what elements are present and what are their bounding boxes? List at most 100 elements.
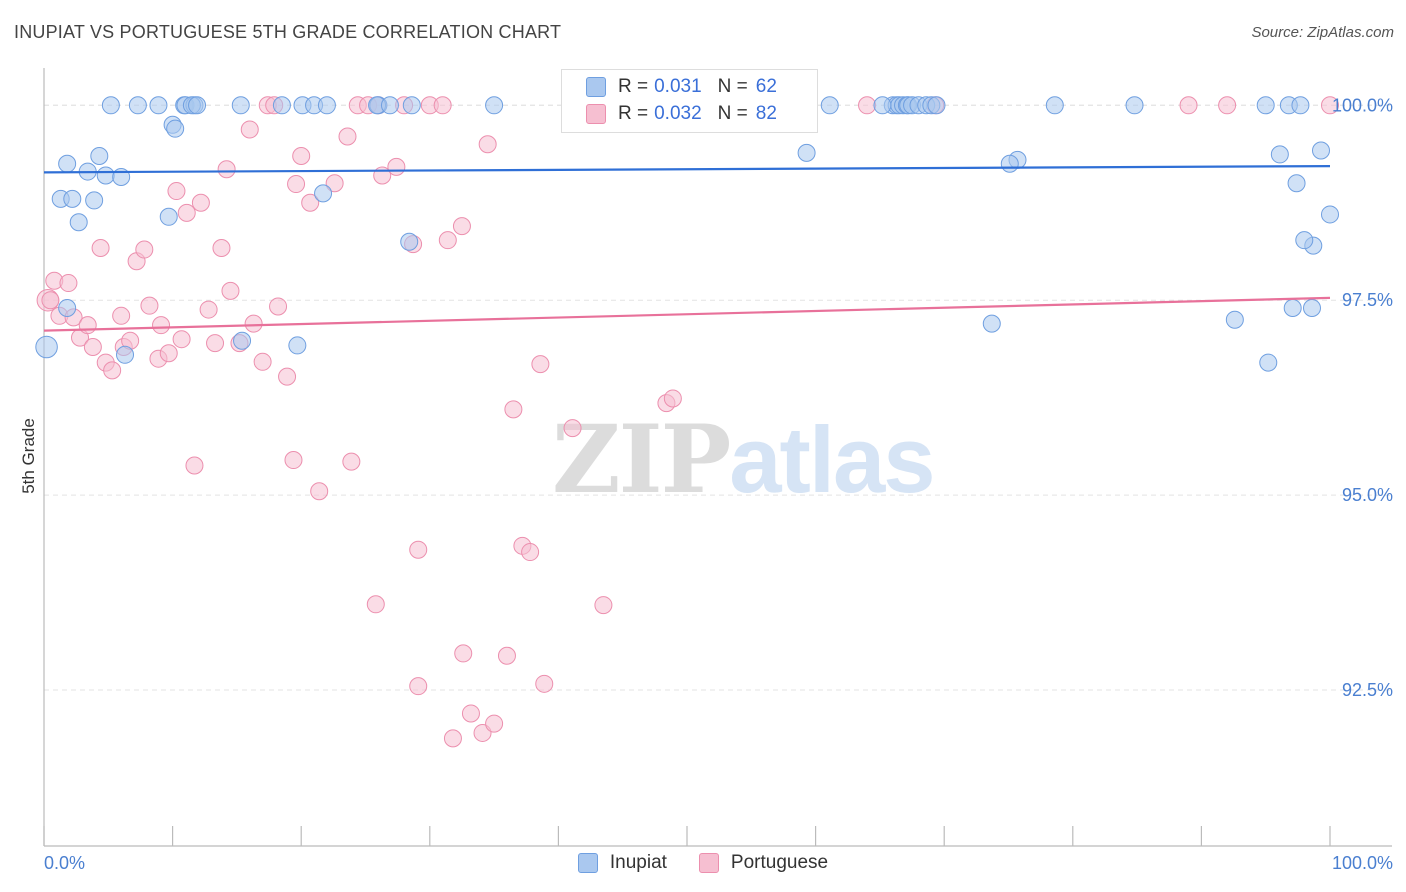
portuguese-point	[287, 175, 306, 194]
inupiat-point	[116, 345, 135, 364]
inupiat-point	[1256, 96, 1275, 115]
portuguese-point	[478, 135, 497, 154]
legend-item-portuguese: Portuguese	[698, 852, 828, 874]
portuguese-point	[103, 361, 122, 380]
portuguese-point	[301, 193, 320, 212]
inupiat-point	[231, 96, 250, 115]
legend-n-label: N =	[717, 103, 748, 124]
portuguese-point	[284, 451, 303, 470]
inupiat-point	[314, 184, 333, 203]
portuguese-point	[485, 714, 504, 733]
portuguese-trend-line	[43, 296, 1331, 332]
legend-label-inupiat: Inupiat	[609, 852, 667, 873]
portuguese-point	[1321, 96, 1339, 115]
inupiat-point	[166, 119, 185, 138]
inupiat-point	[58, 299, 77, 318]
portuguese-point	[59, 274, 78, 293]
portuguese-point	[594, 596, 613, 615]
inupiat-point	[128, 96, 147, 115]
portuguese-point	[497, 646, 516, 665]
portuguese-point	[1179, 96, 1198, 115]
inupiat-point	[69, 213, 88, 232]
portuguese-point	[521, 543, 540, 562]
portuguese-point	[443, 729, 462, 748]
inupiat-trend-line	[43, 165, 1331, 174]
portuguese-point	[83, 337, 102, 356]
inupiat-point	[1259, 353, 1278, 372]
portuguese-point	[310, 482, 329, 501]
inupiat-legend-swatch	[577, 853, 598, 873]
portuguese-point	[172, 330, 191, 349]
y-tick-label: 92.5%	[1342, 680, 1393, 700]
inupiat-point	[485, 96, 504, 115]
legend-row-portuguese: R = 0.032 N = 82	[586, 101, 777, 127]
portuguese-point	[452, 217, 471, 236]
portuguese-point	[112, 306, 131, 325]
inupiat-point	[85, 191, 104, 210]
portuguese-point	[152, 316, 171, 335]
legend-r-value: 0.031	[654, 76, 702, 97]
inupiat-point	[1291, 96, 1310, 115]
portuguese-point	[325, 174, 344, 193]
inupiat-point	[35, 335, 58, 359]
portuguese-point	[292, 146, 311, 165]
portuguese-point	[461, 704, 480, 723]
legend-r-label: R =	[618, 103, 649, 124]
portuguese-point	[387, 157, 406, 176]
inupiat-point	[272, 96, 291, 115]
axes	[43, 68, 1392, 847]
portuguese-point	[159, 344, 178, 363]
portuguese-point	[177, 203, 196, 222]
portuguese-point	[504, 400, 523, 419]
inupiat-point	[1283, 299, 1302, 318]
watermark: ZIPatlas	[552, 405, 936, 515]
portuguese-point	[221, 281, 240, 300]
portuguese-point	[342, 452, 361, 471]
portuguese-point	[409, 540, 428, 559]
legend-n-value: 62	[755, 76, 777, 97]
portuguese-point	[1218, 96, 1237, 115]
x-ticks	[43, 826, 1331, 846]
portuguese-point	[563, 419, 582, 438]
source-label: Source: ZipAtlas.com	[1251, 24, 1394, 41]
inupiat-point	[233, 331, 252, 350]
legend-r-label: R =	[618, 76, 649, 97]
series-legend: Inupiat Portuguese	[0, 852, 1406, 874]
inupiat-point	[1321, 205, 1339, 224]
stats-legend: R = 0.031 N = 62 R = 0.032 N = 82	[561, 69, 818, 133]
portuguese-point	[140, 296, 159, 315]
inupiat-swatch	[586, 77, 606, 97]
inupiat-point	[317, 96, 336, 115]
portuguese-point	[244, 314, 263, 333]
portuguese-swatch	[586, 104, 606, 124]
inupiat-point	[90, 146, 109, 165]
inupiat-point	[820, 96, 839, 115]
inupiat-point	[96, 166, 115, 185]
portuguese-point	[91, 238, 110, 257]
portuguese-point	[858, 96, 877, 115]
inupiat-point	[149, 96, 168, 115]
legend-row-inupiat: R = 0.031 N = 62	[586, 74, 777, 100]
inupiat-point	[927, 96, 946, 115]
chart-title: INUPIAT VS PORTUGUESE 5TH GRADE CORRELAT…	[14, 22, 562, 42]
y-tick-labels: 100.0% 97.5% 95.0% 92.5%	[1332, 95, 1393, 700]
portuguese-point	[199, 300, 218, 319]
inupiat-point	[1311, 141, 1330, 160]
portuguese-point	[535, 674, 554, 693]
inupiat-point	[1045, 96, 1064, 115]
portuguese-point	[278, 367, 297, 386]
portuguese-point	[78, 316, 97, 335]
inupiat-point	[982, 314, 1001, 333]
portuguese-point	[366, 595, 385, 614]
legend-n-value: 82	[755, 103, 777, 124]
trend-lines	[43, 165, 1331, 332]
portuguese-point	[240, 120, 259, 139]
y-tick-label: 97.5%	[1342, 290, 1393, 310]
inupiat-point	[101, 96, 120, 115]
legend-r-value: 0.032	[654, 103, 702, 124]
portuguese-point	[167, 182, 186, 201]
x-tick-label-max: 100.0%	[1332, 853, 1393, 873]
legend-item-inupiat: Inupiat	[577, 852, 667, 874]
inupiat-point	[1295, 231, 1314, 250]
